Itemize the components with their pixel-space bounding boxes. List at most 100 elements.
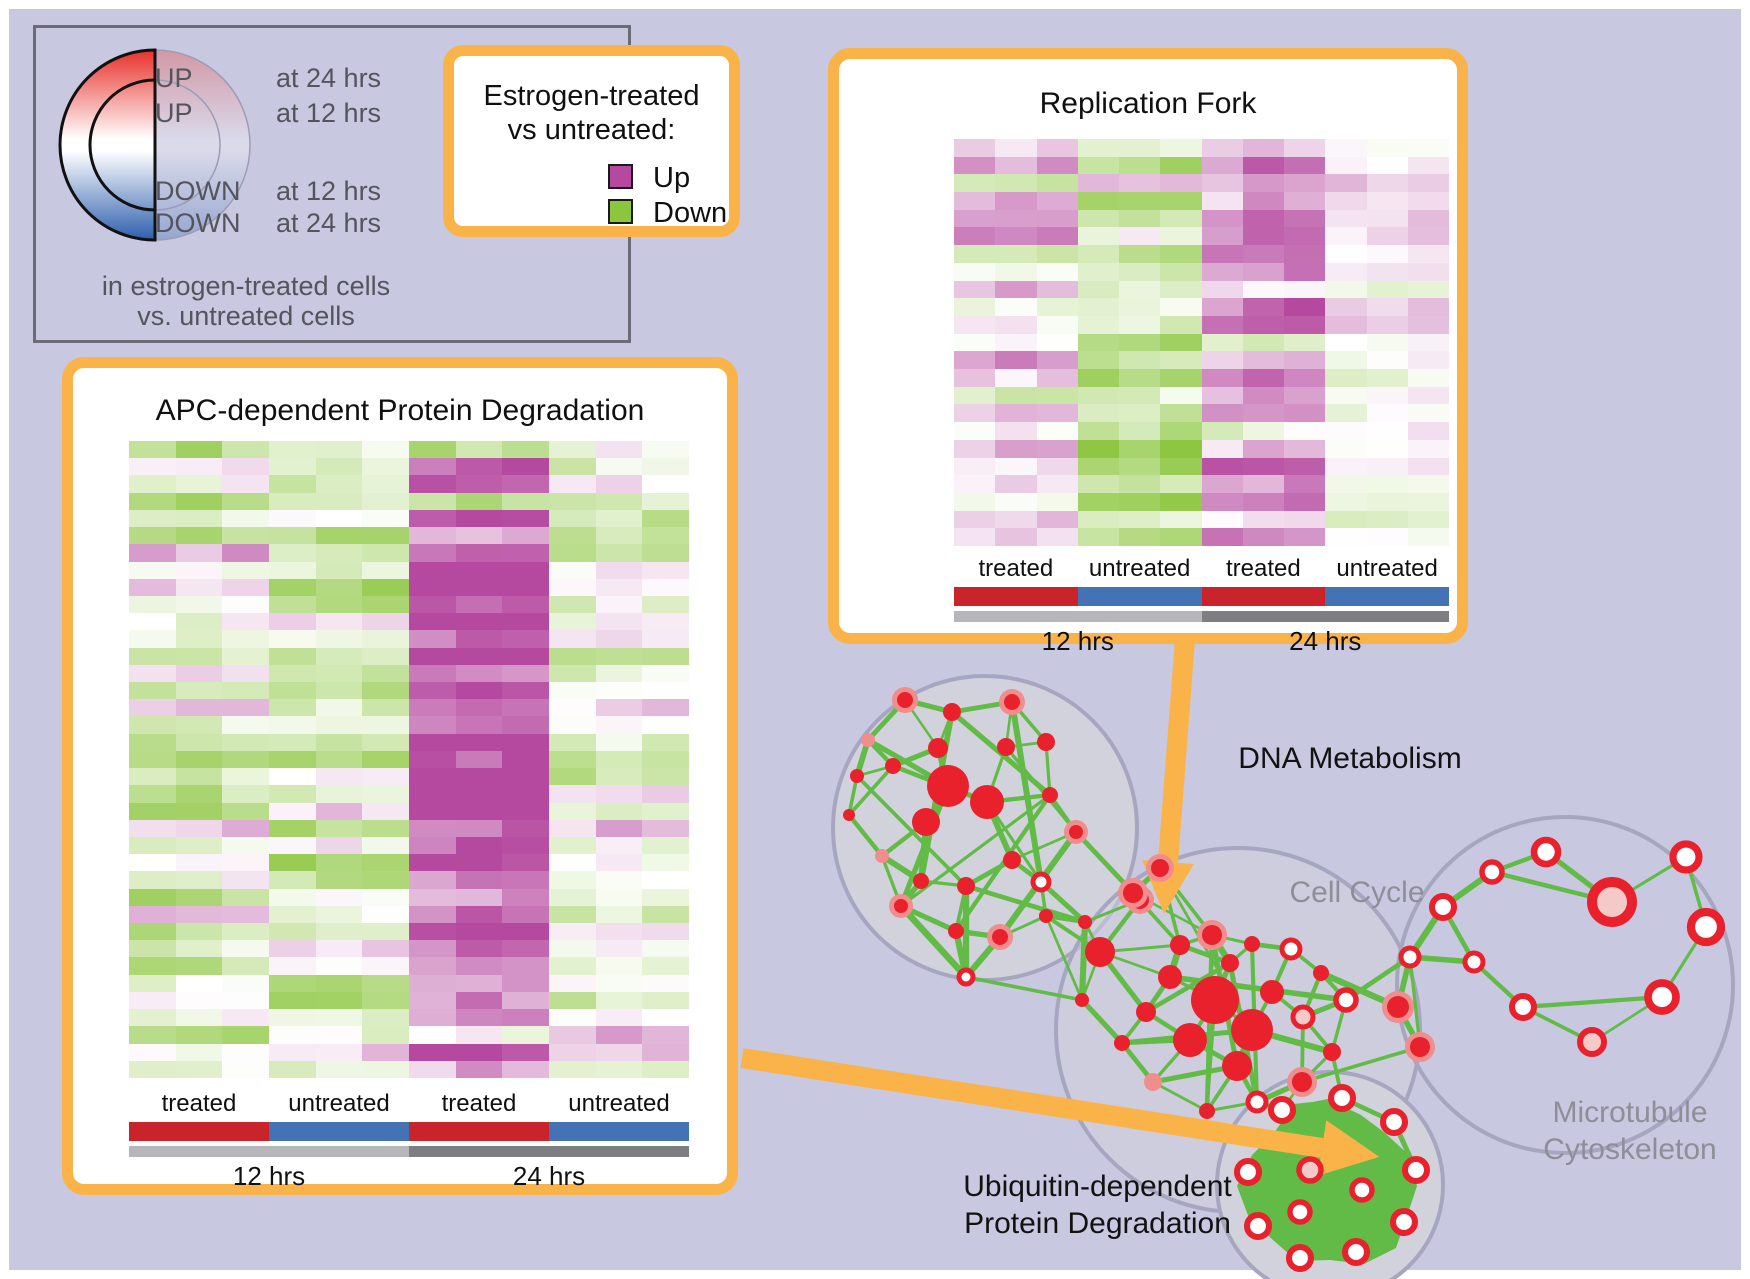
heatmap-cell — [315, 647, 363, 665]
heatmap-cell — [222, 492, 269, 510]
heatmap-cell — [502, 595, 549, 614]
heatmap-cell — [175, 699, 223, 717]
heatmap-cell — [1160, 227, 1202, 246]
heatmap-cell — [222, 768, 269, 786]
heatmap-cell — [595, 888, 643, 906]
node-ring — [1296, 1156, 1324, 1184]
heatmap-cell — [129, 1026, 176, 1044]
heatmap-cell — [1077, 404, 1119, 423]
heatmap-cell — [1077, 298, 1119, 316]
group-label-treated-12h: treated — [978, 555, 1054, 582]
heatmap-cell — [175, 527, 223, 545]
heatmap-cell — [222, 441, 269, 459]
heatmap-cell — [409, 768, 456, 786]
cluster-circle-microtubule-cytoskeleton — [1395, 815, 1735, 1155]
heatmap-cell — [1407, 439, 1449, 458]
heatmap-cell — [595, 716, 643, 734]
heatmap-cell — [409, 991, 456, 1010]
heatmap-cell — [1366, 192, 1408, 210]
node-ring — [1479, 859, 1505, 885]
heatmap-cell — [362, 682, 409, 700]
heatmap-cell — [409, 509, 456, 528]
network-edge — [1408, 956, 1422, 1048]
heatmap-cell — [1201, 139, 1243, 157]
heatmap-cell — [409, 475, 456, 493]
heatmap-cell — [1077, 227, 1119, 246]
heatmap-cell — [129, 733, 176, 751]
heatmap-cell — [595, 957, 643, 975]
heatmap-cell — [362, 750, 409, 769]
heatmap-cell — [1160, 439, 1202, 458]
heatmap-cell — [315, 733, 363, 751]
heatmap-cell — [642, 888, 689, 906]
heatmap-cell — [222, 991, 269, 1010]
cluster-label-ubiquitin-degradation: Ubiquitin-dependent Protein Degradation — [940, 1168, 1255, 1242]
heatmap-cell — [175, 509, 223, 528]
heatmap-cell — [1242, 528, 1284, 546]
heatmap-cell — [269, 836, 316, 855]
heatmap-cell — [995, 227, 1037, 246]
node-core — [928, 738, 948, 758]
heatmap-cell — [455, 1060, 503, 1078]
node-ring — [1379, 1107, 1409, 1137]
heatmap-cell — [409, 974, 456, 992]
heatmap-cell — [1119, 139, 1161, 157]
cluster-label-microtubule-cytoskeleton: Microtubule Cytoskeleton — [1505, 1094, 1750, 1168]
heatmap-cell — [1036, 351, 1078, 370]
treatment-color-bar — [954, 587, 1449, 606]
heatmap-cell — [129, 940, 176, 958]
heatmap-cell — [409, 1060, 456, 1078]
heatmap-cell — [1036, 492, 1078, 511]
heatmap-cell — [1366, 369, 1408, 387]
heatmap-cell — [1077, 386, 1119, 405]
heatmap-cell — [269, 716, 316, 734]
heatmap-cell — [595, 544, 643, 562]
heatmap-cell — [129, 1009, 176, 1027]
heatmap-cell — [315, 768, 363, 786]
heatmap-cell — [1077, 192, 1119, 210]
bar-12hrs — [129, 1146, 409, 1157]
network-node — [1114, 1035, 1130, 1051]
heatmap-cell — [362, 1043, 409, 1061]
label-24hrs: 24 hrs — [512, 1161, 586, 1191]
heatmap-cell — [595, 509, 643, 528]
key-title-line1: Estrogen-treated — [483, 80, 700, 112]
network-node — [1382, 991, 1414, 1023]
heatmap-cell — [502, 819, 549, 837]
heatmap-cell — [549, 578, 596, 596]
node-core — [894, 899, 908, 913]
node-core — [1003, 851, 1021, 869]
heatmap-cell — [1325, 510, 1367, 529]
heatmap-cell — [455, 836, 503, 855]
heatmap-cell — [549, 458, 596, 476]
heatmap-cell — [129, 802, 176, 820]
heatmap-cell — [362, 699, 409, 717]
heatmap-cell — [175, 905, 223, 924]
heatmap-cell — [269, 630, 316, 648]
heatmap-cell — [995, 192, 1037, 210]
heatmap-cell — [954, 351, 996, 370]
heatmap-cell — [502, 475, 549, 493]
heatmap-cell — [1325, 333, 1367, 352]
heatmap-cell — [175, 1060, 223, 1078]
heatmap-cell — [269, 940, 316, 958]
network-node — [956, 967, 976, 987]
heatmap-cell — [1407, 315, 1449, 334]
heatmap-cell — [315, 1009, 363, 1027]
network-node — [1030, 871, 1052, 893]
heatmap-cell — [642, 854, 689, 872]
heatmap-cell — [129, 957, 176, 975]
network-node — [1389, 1207, 1419, 1237]
heatmap-cell — [642, 1060, 689, 1078]
heatmap-cell — [502, 905, 549, 924]
heatmap-cell — [315, 509, 363, 528]
untreated-bar — [269, 1122, 409, 1141]
heatmap-cell — [222, 836, 269, 855]
heatmap-cell — [315, 991, 363, 1010]
heatmap-cell — [129, 544, 176, 562]
heatmap-cell — [954, 174, 996, 193]
network-node — [1267, 1095, 1297, 1125]
node-ring — [1428, 892, 1458, 922]
heatmap-cell — [549, 923, 596, 941]
heatmap-cell — [409, 716, 456, 734]
